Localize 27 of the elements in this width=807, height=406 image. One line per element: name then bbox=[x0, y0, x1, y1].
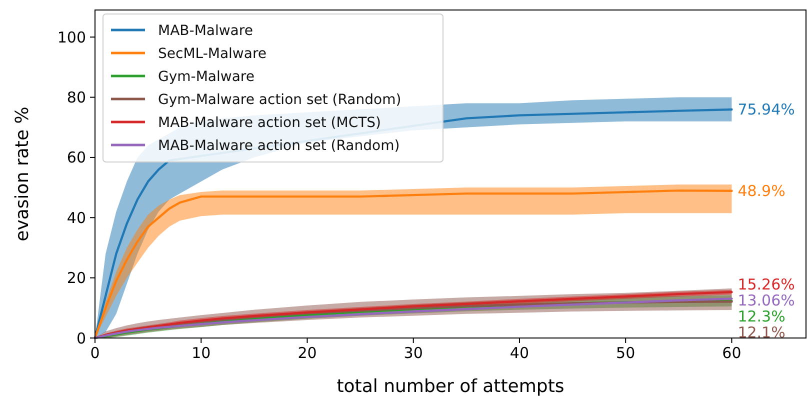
data-label: 12.3% bbox=[738, 307, 786, 326]
x-tick-label: 60 bbox=[722, 344, 742, 362]
legend-label: SecML-Malware bbox=[158, 46, 267, 62]
data-label: 13.06% bbox=[738, 291, 795, 310]
data-label: 48.9% bbox=[738, 182, 786, 200]
legend-label: MAB-Malware action set (MCTS) bbox=[158, 114, 382, 131]
y-tick-label: 60 bbox=[66, 148, 86, 167]
x-tick-label: 40 bbox=[510, 344, 530, 362]
x-tick-label: 20 bbox=[298, 344, 317, 362]
y-axis-title: evasion rate % bbox=[12, 106, 33, 242]
y-tick-label: 0 bbox=[76, 329, 86, 348]
y-tick-label: 80 bbox=[66, 88, 86, 107]
x-tick-label: 10 bbox=[192, 344, 211, 362]
legend-label: MAB-Malware action set (Random) bbox=[158, 138, 400, 154]
data-label: 12.1% bbox=[738, 323, 786, 342]
x-tick-label: 0 bbox=[90, 344, 100, 362]
legend-label: Gym-Malware action set (Random) bbox=[158, 92, 402, 108]
x-tick-label: 30 bbox=[404, 344, 423, 362]
data-label: 75.94% bbox=[738, 100, 795, 119]
x-tick-label: 50 bbox=[616, 344, 636, 362]
data-label: 15.26% bbox=[738, 275, 795, 294]
y-tick-label: 100 bbox=[57, 28, 86, 46]
y-tick-label: 20 bbox=[66, 269, 86, 288]
legend-label: Gym-Malware bbox=[158, 68, 254, 85]
legend-label: MAB-Malware bbox=[158, 22, 253, 39]
x-axis-title: total number of attempts bbox=[336, 376, 564, 397]
y-tick-label: 40 bbox=[66, 208, 86, 227]
